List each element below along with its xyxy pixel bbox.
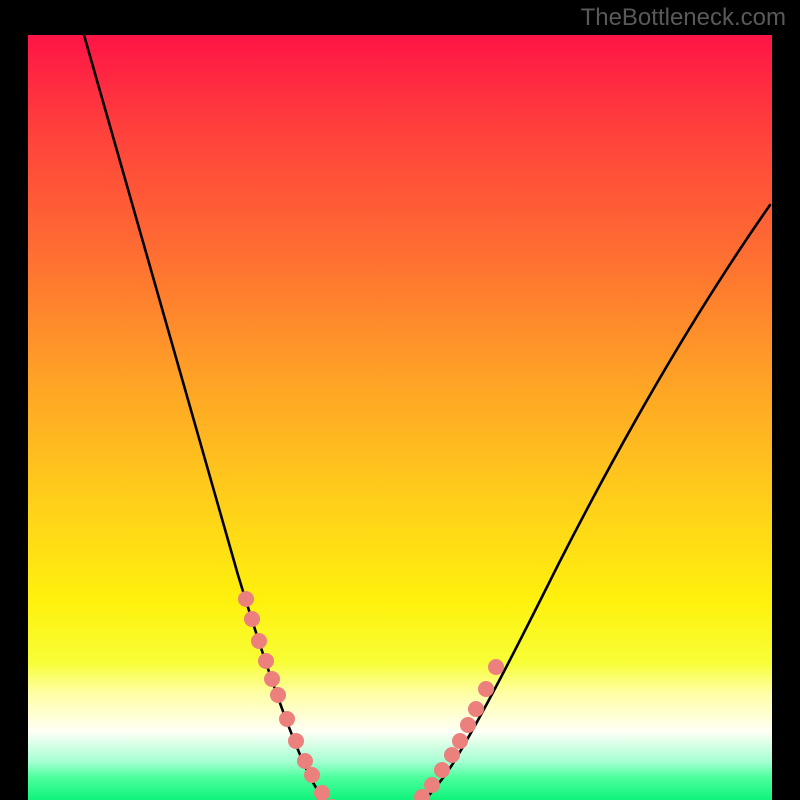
- curve-marker: [424, 777, 440, 793]
- curve-marker: [434, 762, 450, 778]
- curve-marker: [452, 733, 468, 749]
- curve-marker: [304, 767, 320, 783]
- outer-frame: TheBottleneck.com: [0, 0, 800, 800]
- curve-marker: [444, 747, 460, 763]
- curve-marker: [478, 681, 494, 697]
- curve-marker: [238, 591, 254, 607]
- curve-marker: [288, 733, 304, 749]
- curve-marker: [468, 701, 484, 717]
- curve-marker: [488, 659, 504, 675]
- plot-area: [28, 35, 772, 800]
- curve-marker: [270, 687, 286, 703]
- curve-marker: [251, 633, 267, 649]
- chart-svg: [28, 35, 772, 800]
- watermark-label: TheBottleneck.com: [581, 4, 786, 32]
- curve-marker: [460, 717, 476, 733]
- curve-marker: [244, 611, 260, 627]
- curve-marker: [264, 671, 280, 687]
- curve-marker: [279, 711, 295, 727]
- curve-marker: [297, 753, 313, 769]
- curve-markers: [238, 591, 504, 800]
- bottleneck-curve: [84, 35, 770, 800]
- curve-marker: [258, 653, 274, 669]
